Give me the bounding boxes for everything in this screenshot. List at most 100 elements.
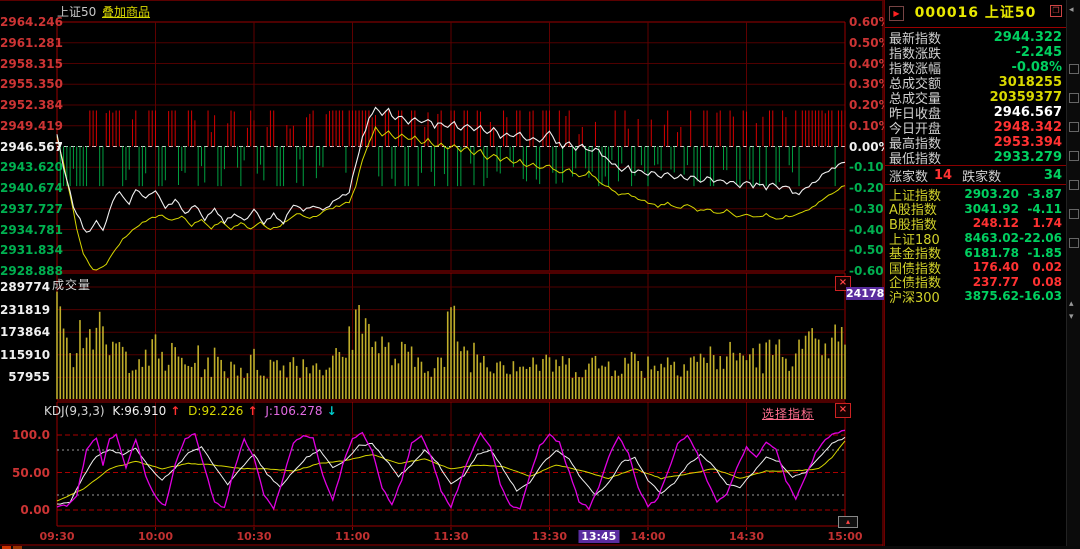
volume-axis-label: 115910	[0, 347, 51, 362]
charts-canvas[interactable]	[0, 0, 884, 549]
d-up-arrow-icon: ↑	[247, 404, 258, 418]
k-up-arrow-icon: ↑	[170, 404, 181, 418]
quote-panel: 000016 上证50 ▶ ❐ 最新指数 2944.322 指数涨跌 -2.245 指数…	[884, 0, 1066, 549]
index-change: -3.87	[1027, 187, 1062, 202]
price-line	[56, 106, 846, 233]
index-row-上证指数[interactable]: 上证指数 2903.20 -3.87	[885, 187, 1066, 204]
y-axis-label: 2931.834	[0, 243, 64, 258]
stock-code: 000016	[914, 5, 980, 21]
index-name: 基金指数	[889, 247, 942, 263]
kdj-k-line	[56, 436, 846, 505]
quote-row: 最新指数 2944.322	[885, 29, 1066, 47]
index-change: -4.11	[1027, 201, 1062, 216]
y-axis-label: 2940.674	[0, 181, 64, 195]
scroll-down-icon[interactable]: ▾	[1069, 312, 1074, 322]
volume-current-value: 241786	[846, 287, 892, 300]
kdj-indicator-label[interactable]: KDJ(9,3,3)	[44, 404, 105, 418]
index-row-上证180[interactable]: 上证180 8463.02 -22.06	[885, 231, 1066, 248]
index-row-国债指数[interactable]: 国债指数 176.40 0.02	[885, 260, 1066, 277]
index-value: 2903.20	[964, 187, 1019, 202]
time-label: 10:30	[236, 530, 272, 543]
pct-axis-label: -0.40%	[849, 222, 896, 237]
pct-axis-label: 0.40%	[849, 56, 891, 71]
quote-row-label: 总成交量	[889, 91, 942, 107]
index-row-企债指数[interactable]: 企债指数 237.77 0.08	[885, 275, 1066, 292]
up-count-label: 涨家数	[889, 169, 929, 185]
quote-row: 指数涨跌 -2.245	[885, 44, 1066, 62]
quote-row-value: 2944.322	[993, 29, 1062, 45]
toolbar-slot-icon[interactable]	[1069, 64, 1079, 74]
index-name: 上证指数	[889, 188, 942, 204]
time-cursor-label: 13:45	[578, 530, 620, 543]
pct-axis-label: 0.10%	[849, 118, 891, 133]
index-name: 沪深300	[889, 290, 940, 306]
bottom-block-icon	[2, 546, 11, 549]
y-axis-label: 2943.620	[0, 160, 64, 175]
kdj-axis-label: 0.00	[20, 503, 50, 517]
quote-header[interactable]: 000016 上证50	[885, 0, 1066, 28]
breadth-row: 涨家数 14 跌家数 34	[885, 167, 1066, 185]
select-indicator-link[interactable]: 选择指标	[762, 407, 815, 421]
time-label: 11:30	[433, 530, 469, 543]
pct-axis-label: -0.20%	[849, 181, 896, 195]
quote-row: 今日开盘 2948.342	[885, 119, 1066, 137]
divider	[885, 184, 1066, 185]
toolbar-slot-icon[interactable]	[1069, 122, 1079, 132]
quote-row: 昨日收盘 2946.567	[885, 104, 1066, 122]
index-value: 3875.62	[964, 289, 1019, 304]
quote-row-label: 最低指数	[889, 151, 942, 167]
index-row-基金指数[interactable]: 基金指数 6181.78 -1.85	[885, 245, 1066, 263]
volume-axis-label: 57955	[8, 370, 50, 385]
toolbar-slot-icon[interactable]	[1069, 151, 1079, 161]
index-change: 1.74	[1032, 216, 1062, 231]
pct-axis-label: -0.50%	[849, 243, 896, 258]
index-value: 248.12	[972, 216, 1019, 231]
y-axis-label: 2928.888	[0, 264, 64, 278]
index-name: 国债指数	[889, 261, 942, 277]
quote-row-value: -0.08%	[1011, 59, 1063, 75]
overlay-commodity-link[interactable]: 叠加商品	[102, 5, 151, 19]
quote-row: 最低指数 2933.279	[885, 149, 1066, 167]
stock-name: 上证50	[984, 5, 1037, 21]
toolbar-slot-icon[interactable]	[1069, 180, 1079, 190]
quote-row: 总成交额 3018255	[885, 74, 1066, 92]
pct-axis-label: 0.20%	[849, 98, 891, 112]
chart-title: 上证50	[57, 5, 97, 19]
index-row-A股指数[interactable]: A股指数 3041.92 -4.11	[885, 201, 1066, 219]
index-row-B股指数[interactable]: B股指数 248.12 1.74	[885, 216, 1066, 233]
toolbar-slot-icon[interactable]	[1069, 209, 1079, 219]
time-label: 11:00	[334, 530, 371, 543]
scroll-up-icon[interactable]: ▴	[1069, 299, 1074, 309]
index-name: 企债指数	[889, 276, 942, 292]
quote-row-label: 最新指数	[889, 31, 942, 47]
kdj-close-icon[interactable]: ×	[835, 403, 851, 418]
divider	[885, 165, 1066, 166]
quote-row-value: 3018255	[998, 74, 1062, 90]
quote-row-label: 总成交额	[889, 76, 942, 92]
pct-axis-label: 0.50%	[849, 35, 891, 50]
toolbar-slot-icon[interactable]	[1069, 238, 1079, 248]
expand-panel-button[interactable]: ▴	[838, 516, 858, 528]
quote-row-label: 今日开盘	[889, 121, 942, 137]
kdj-axis-label: 50.00	[12, 465, 50, 480]
play-icon[interactable]: ▶	[889, 6, 904, 21]
bottom-cutoff-strip	[0, 546, 1080, 549]
right-edge-toolbar: ◂ ▴ ▾	[1066, 0, 1080, 549]
restore-window-icon[interactable]: ❐	[1050, 5, 1062, 17]
pct-axis-label: -0.60%	[849, 264, 896, 278]
toolbar-slot-icon[interactable]	[1069, 93, 1079, 103]
y-axis-label: 2934.781	[0, 222, 64, 237]
index-value: 3041.92	[964, 201, 1019, 216]
pct-axis-label: 0.30%	[849, 77, 891, 92]
index-change: -22.06	[1019, 231, 1062, 246]
pct-axis-label: 0.00%	[849, 139, 891, 154]
kdj-d-value: D:92.226	[188, 404, 244, 418]
quote-row: 最高指数 2953.394	[885, 134, 1066, 152]
collapse-icon[interactable]: ◂	[1069, 5, 1074, 15]
quote-row: 总成交量 20359377	[885, 89, 1066, 107]
index-row-沪深300[interactable]: 沪深300 3875.62 -16.03	[885, 289, 1066, 306]
kdj-axis-label: 100.0	[12, 428, 50, 442]
time-label: 14:00	[630, 530, 666, 543]
j-down-arrow-icon: ↓	[326, 404, 337, 418]
